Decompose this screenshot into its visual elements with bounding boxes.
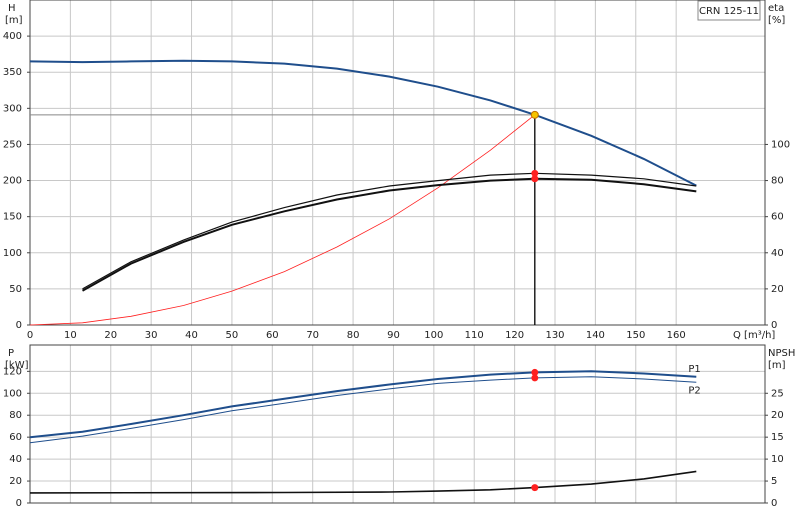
y-tick-label: 100 (3, 248, 22, 259)
chart-title: CRN 125-11 (699, 6, 759, 17)
y2-tick-label: 25 (771, 388, 784, 399)
x-tick-label: 140 (586, 330, 605, 341)
y-tick-label: 20 (9, 476, 22, 487)
x-tick-label: 60 (266, 330, 279, 341)
y-tick-label: 120 (3, 366, 22, 377)
operating-marker (531, 169, 539, 177)
y2-axis-label: NPSH (768, 348, 795, 359)
y-tick-label: 400 (3, 31, 22, 42)
operating-marker (531, 175, 539, 183)
y-tick-label: 60 (9, 432, 22, 443)
x-tick-label: 50 (226, 330, 239, 341)
y-tick-label: 300 (3, 103, 22, 114)
operating-marker (530, 110, 539, 119)
y-tick-label: 40 (9, 454, 22, 465)
y2-tick-label: 0 (771, 320, 777, 331)
x-axis-label: Q [m³/h] (733, 330, 775, 341)
series-label: P1 (688, 364, 700, 375)
y2-tick-label: 60 (771, 212, 784, 223)
y2-tick-label: 40 (771, 248, 784, 259)
y2-tick-label: 20 (771, 410, 784, 421)
x-tick-label: 110 (465, 330, 484, 341)
x-tick-label: 100 (424, 330, 443, 341)
y-tick-label: 0 (16, 498, 22, 509)
series-line (82, 177, 697, 292)
operating-marker (531, 368, 539, 376)
x-tick-label: 0 (27, 330, 33, 341)
y-axis-unit: [m] (5, 15, 23, 26)
x-tick-label: 30 (145, 330, 158, 341)
plot-frame (29, 0, 766, 326)
x-tick-label: 160 (667, 330, 686, 341)
y2-tick-label: 80 (771, 176, 784, 187)
y-axis-label: H (8, 3, 16, 14)
x-tick-label: 150 (626, 330, 645, 341)
y2-tick-label: 20 (771, 284, 784, 295)
series-line (29, 114, 536, 326)
operating-marker (531, 374, 539, 382)
y-tick-label: 200 (3, 176, 22, 187)
y2-tick-label: 100 (771, 139, 790, 150)
x-tick-label: 130 (545, 330, 564, 341)
y2-tick-label: 10 (771, 454, 784, 465)
series-line (29, 376, 697, 444)
y-tick-label: 80 (9, 410, 22, 421)
x-tick-label: 120 (505, 330, 524, 341)
x-tick-label: 90 (387, 330, 400, 341)
series-line (29, 370, 697, 439)
series-line (29, 59, 697, 187)
y2-axis-label: eta (768, 3, 784, 14)
x-tick-label: 10 (64, 330, 77, 341)
y-tick-label: 350 (3, 67, 22, 78)
title-box (697, 0, 761, 21)
series-line (29, 470, 697, 494)
y-axis-label: P (8, 348, 14, 359)
operating-marker (531, 484, 539, 492)
x-tick-label: 80 (347, 330, 360, 341)
plot-frame (29, 344, 766, 504)
y-axis-unit: [kW] (5, 360, 29, 371)
y-tick-label: 0 (16, 320, 22, 331)
y-tick-label: 150 (3, 212, 22, 223)
y2-axis-unit: [%] (768, 15, 785, 26)
x-tick-label: 70 (306, 330, 319, 341)
series-label: P2 (688, 385, 700, 396)
y-tick-label: 250 (3, 139, 22, 150)
x-tick-label: 20 (104, 330, 117, 341)
x-tick-label: 40 (185, 330, 198, 341)
y2-tick-label: 0 (771, 498, 777, 509)
y2-tick-label: 15 (771, 432, 784, 443)
y-tick-label: 100 (3, 388, 22, 399)
series-line (82, 172, 697, 290)
y-tick-label: 50 (9, 284, 22, 295)
y2-axis-unit: [m] (768, 360, 786, 371)
y2-tick-label: 5 (771, 476, 777, 487)
